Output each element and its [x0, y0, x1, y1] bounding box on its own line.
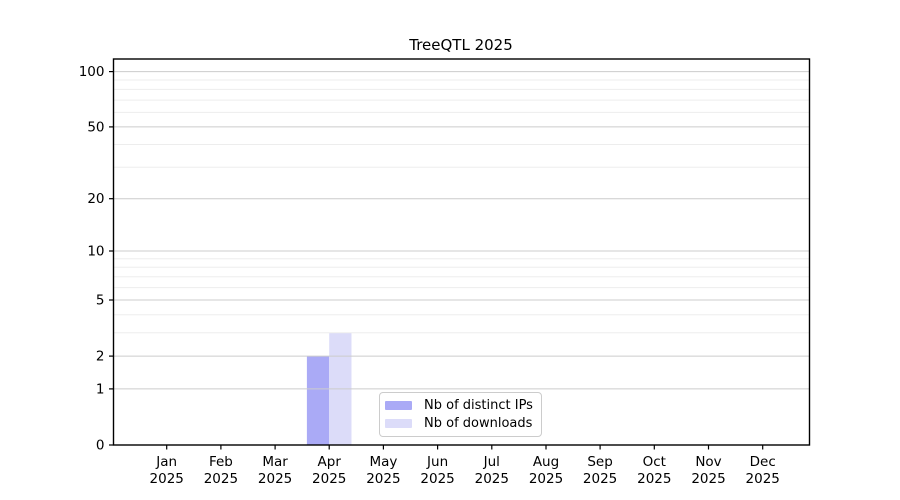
x-tick-label-month: Apr [318, 454, 342, 470]
x-tick-label-month: Dec [750, 454, 776, 470]
y-tick-label: 20 [87, 191, 104, 207]
x-tick-label-year: 2025 [420, 471, 454, 487]
x-tick-label-year: 2025 [529, 471, 563, 487]
legend-swatch-downloads [385, 418, 412, 428]
bar [306, 356, 330, 445]
legend-label-downloads: Nb of downloads [424, 415, 533, 431]
x-tick-label-year: 2025 [637, 471, 671, 487]
y-tick-label: 5 [96, 293, 105, 309]
major-gridlines [113, 71, 810, 390]
y-tick-label: 0 [96, 438, 105, 454]
y-tick-label: 2 [96, 349, 105, 365]
minor-gridlines [113, 79, 810, 334]
y-tick-label: 100 [79, 64, 105, 80]
x-tick-label-month: Nov [695, 454, 721, 470]
chart-title: TreeQTL 2025 [409, 36, 513, 54]
x-tick-label-month: May [369, 454, 397, 470]
legend-label-distinct-ips: Nb of distinct IPs [424, 398, 533, 414]
x-tick-label-year: 2025 [366, 471, 400, 487]
x-tick-label-year: 2025 [691, 471, 725, 487]
x-tick-label-month: Mar [262, 454, 288, 470]
y-axis: 0 1 2 5 10 20 50 100 [79, 64, 114, 454]
x-tick-label-month: Jun [426, 454, 448, 470]
y-tick-label: 50 [87, 119, 104, 135]
x-tick-label-month: Sep [587, 454, 612, 470]
x-tick-label-year: 2025 [312, 471, 346, 487]
y-tick-label: 1 [96, 381, 105, 397]
x-tick-label-month: Aug [533, 454, 559, 470]
x-tick-label-year: 2025 [583, 471, 617, 487]
legend-item-downloads: Nb of downloads [385, 415, 535, 432]
x-tick-label-year: 2025 [150, 471, 184, 487]
x-tick-label-month: Feb [209, 454, 233, 470]
legend-item-distinct-ips: Nb of distinct IPs [385, 397, 535, 414]
legend: Nb of distinct IPs Nb of downloads [379, 392, 542, 437]
y-tick-label: 10 [87, 244, 104, 260]
x-tick-label-month: Oct [643, 454, 666, 470]
x-tick-label-month: Jul [483, 454, 500, 470]
x-tick-label-year: 2025 [475, 471, 509, 487]
x-tick-label-month: Jan [155, 454, 177, 470]
x-tick-label-year: 2025 [746, 471, 780, 487]
plot-border [112, 58, 811, 446]
legend-swatch-distinct-ips [385, 401, 412, 411]
x-tick-label-year: 2025 [258, 471, 292, 487]
x-axis: Jan2025Feb2025Mar2025Apr2025May2025Jun20… [150, 445, 780, 487]
x-tick-label-year: 2025 [204, 471, 238, 487]
